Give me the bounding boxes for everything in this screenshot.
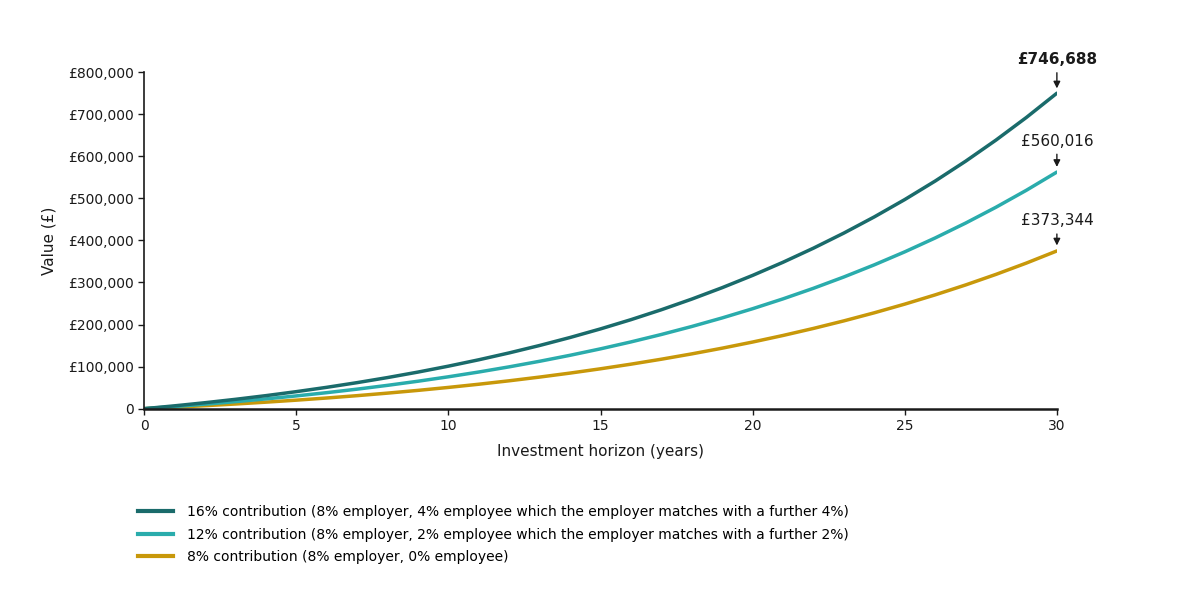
- X-axis label: Investment horizon (years): Investment horizon (years): [497, 444, 704, 459]
- Text: £373,344: £373,344: [1021, 213, 1093, 244]
- Text: £746,688: £746,688: [1017, 52, 1097, 87]
- Y-axis label: Value (£): Value (£): [42, 206, 56, 275]
- Legend: 16% contribution (8% employer, 4% employee which the employer matches with a fur: 16% contribution (8% employer, 4% employ…: [133, 500, 854, 570]
- Text: £560,016: £560,016: [1021, 133, 1093, 165]
